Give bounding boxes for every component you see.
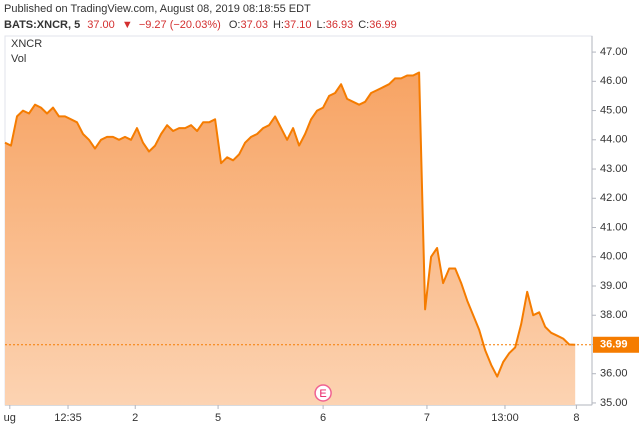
- published-line: Published on TradingView.com, August 08,…: [4, 3, 311, 15]
- ohlc-value: 37.10: [284, 19, 312, 31]
- y-tick-label: 36.00: [600, 368, 628, 380]
- x-tick-label: 7: [424, 412, 430, 424]
- y-tick-label: 46.00: [600, 75, 628, 87]
- legend-symbol: XNCR: [11, 38, 42, 50]
- x-tick-label: 6: [320, 412, 326, 424]
- down-arrow: ▼: [122, 19, 133, 31]
- x-tick-label: 2: [132, 412, 138, 424]
- ohlc-value: 37.03: [240, 19, 268, 31]
- y-tick-label: 47.00: [600, 46, 628, 58]
- y-tick-label: 35.00: [600, 397, 628, 409]
- y-tick-label: 44.00: [600, 134, 628, 146]
- legend-volume: Vol: [11, 53, 26, 65]
- y-tick-label: 45.00: [600, 104, 628, 116]
- x-tick-label: 12:35: [54, 412, 82, 424]
- y-tick-label: 41.00: [600, 221, 628, 233]
- last-price: 37.00: [87, 19, 115, 31]
- ohlc-label: L:: [317, 19, 326, 31]
- plot: [4, 71, 592, 405]
- x-tick-label: 13:00: [491, 412, 519, 424]
- y-tick-label: 40.00: [600, 251, 628, 263]
- change: −9.27 (−20.03%): [139, 19, 221, 31]
- ohlc-value: 36.99: [369, 19, 397, 31]
- y-tick-label: 42.00: [600, 192, 628, 204]
- ohlc-label: H:: [273, 19, 284, 31]
- ohlc-label: C:: [358, 19, 369, 31]
- symbol-line: BATS:XNCR, 5 37.00 ▼ −9.27 (−20.03%) O:3…: [4, 19, 397, 31]
- y-tick-label: 39.00: [600, 280, 628, 292]
- earnings-marker: [314, 384, 332, 402]
- area-fill: [5, 72, 576, 405]
- x-tick-label: 8: [573, 412, 579, 424]
- y-tick-label: 38.00: [600, 309, 628, 321]
- y-tick-label: 43.00: [600, 163, 628, 175]
- ohlc-value: 36.93: [326, 19, 354, 31]
- last-price-box: [593, 336, 639, 353]
- x-tick-label: 5: [215, 412, 221, 424]
- ohlc-label: O:: [229, 19, 241, 31]
- price-line: [4, 71, 576, 378]
- last-price-label: 36.99: [600, 339, 628, 351]
- ohlc: O:37.03 H:37.10 L:36.93 C:36.99: [229, 19, 397, 31]
- earnings-label: E: [319, 388, 326, 400]
- symbol: BATS:XNCR, 5: [4, 19, 80, 31]
- x-tick-label: ug: [4, 412, 16, 424]
